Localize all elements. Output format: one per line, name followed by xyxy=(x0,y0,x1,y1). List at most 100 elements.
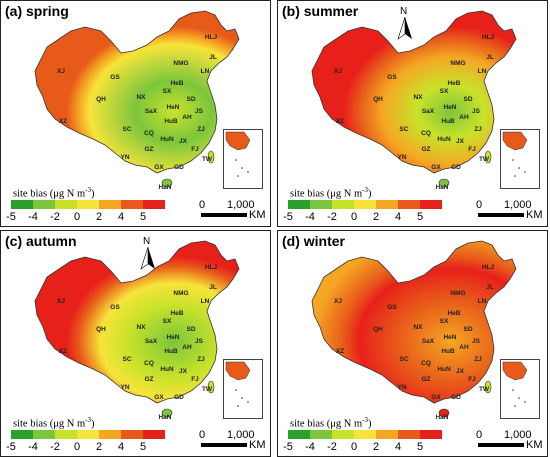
legend-swatch xyxy=(33,430,55,439)
hainan-island xyxy=(161,408,173,418)
legend-tick-label: 2 xyxy=(372,211,380,223)
taiwan-island xyxy=(484,380,492,394)
province-label-sd: SD xyxy=(463,96,472,103)
province-label-jl: JL xyxy=(486,284,494,291)
province-label-ln: LN xyxy=(478,68,487,75)
province-label-nx: NX xyxy=(413,324,423,331)
scale-distance-label: 1,000 xyxy=(227,429,255,441)
legend-swatch xyxy=(143,200,165,209)
province-label-nx: NX xyxy=(136,94,146,101)
province-label-han: HaN xyxy=(158,414,171,421)
scale-unit-label: KM xyxy=(249,209,266,221)
province-label-zj: ZJ xyxy=(474,126,482,133)
panel-summer: HLJ JL LN NMG XJ GS QH XZ NX SX HeB SD HeN SaX HuB AH JS… xyxy=(277,0,548,227)
scale-unit-label: KM xyxy=(249,439,266,451)
legend-tick-label: 4 xyxy=(394,211,402,223)
province-label-cq: CQ xyxy=(421,130,431,137)
province-label-cq: CQ xyxy=(144,360,154,367)
province-label-xj: XJ xyxy=(334,298,342,305)
province-label-hub: HuB xyxy=(441,348,455,355)
legend-tick-label: 0 xyxy=(73,211,81,223)
province-label-zj: ZJ xyxy=(474,356,482,363)
legend-tick-label: -2 xyxy=(50,211,60,223)
legend-tick-label: -5 xyxy=(283,211,293,223)
province-label-gz: GZ xyxy=(144,146,153,153)
province-label-fj: FJ xyxy=(191,376,199,383)
legend-swatch xyxy=(354,200,376,209)
legend-tick-label: -2 xyxy=(327,211,337,223)
legend-swatch xyxy=(11,430,33,439)
scale-unit-label: KM xyxy=(526,209,543,221)
province-label-gz: GZ xyxy=(144,376,153,383)
legend-swatch xyxy=(77,430,99,439)
province-label-cq: CQ xyxy=(421,360,431,367)
province-label-hun: HuN xyxy=(437,136,451,143)
province-label-sax: SaX xyxy=(422,108,435,115)
legend-tick-label: 0 xyxy=(350,441,358,453)
province-label-sx: SX xyxy=(440,318,449,325)
province-label-ln: LN xyxy=(478,298,487,305)
province-label-qh: QH xyxy=(96,96,106,103)
province-label-gd: GD xyxy=(174,394,184,401)
province-label-zj: ZJ xyxy=(197,126,205,133)
province-label-hub: HuB xyxy=(164,348,178,355)
province-label-yn: YN xyxy=(397,154,406,161)
legend-ticks: -5 -4 -2 0 2 4 5 xyxy=(278,441,547,455)
province-label-sc: SC xyxy=(122,126,131,133)
province-label-sd: SD xyxy=(186,96,195,103)
province-label-gx: GX xyxy=(154,394,164,401)
panel-autumn: HLJ JL LN NMG XJ GS QH XZ NX SX HeB SD HeN SaX HuB AH JS… xyxy=(0,230,271,457)
province-label-nmg: NMG xyxy=(173,60,188,67)
south-china-sea-inset xyxy=(500,359,540,419)
province-label-qh: QH xyxy=(373,96,383,103)
province-label-qh: QH xyxy=(373,326,383,333)
legend-colorbar xyxy=(11,430,165,439)
province-label-heb: HeB xyxy=(170,80,183,87)
legend-title: site bias (μg N m-3) xyxy=(13,416,95,430)
province-label-fj: FJ xyxy=(468,376,476,383)
scale-unit-label: KM xyxy=(526,439,543,451)
province-label-js: JS xyxy=(472,338,481,345)
legend-tick-label: -5 xyxy=(6,441,16,453)
province-label-gz: GZ xyxy=(421,146,430,153)
province-label-jx: JX xyxy=(456,138,465,145)
legend-tick-label: -4 xyxy=(28,441,38,453)
province-label-gd: GD xyxy=(451,394,461,401)
province-label-gs: GS xyxy=(110,74,120,81)
province-label-gs: GS xyxy=(387,74,397,81)
legend-ticks: -5 -4 -2 0 2 4 5 xyxy=(1,441,270,455)
legend-tick-label: 0 xyxy=(73,441,81,453)
province-label-sax: SaX xyxy=(422,338,435,345)
legend-swatch xyxy=(99,200,121,209)
legend-swatch xyxy=(121,430,143,439)
legend-tick-label: -2 xyxy=(50,441,60,453)
scale-bar xyxy=(478,213,524,217)
province-label-nmg: NMG xyxy=(450,60,465,67)
province-label-sx: SX xyxy=(163,88,172,95)
legend-swatch xyxy=(310,200,332,209)
legend-title: site bias (μg N m-3) xyxy=(290,416,372,430)
legend-tick-label: 5 xyxy=(139,441,147,453)
scale-distance-label: 1,000 xyxy=(504,429,532,441)
province-label-jx: JX xyxy=(456,368,465,375)
province-label-hub: HuB xyxy=(441,118,455,125)
panel-title: (b) summer xyxy=(282,3,359,19)
legend-colorbar xyxy=(11,200,165,209)
legend-tick-label: 5 xyxy=(139,211,147,223)
legend-swatch xyxy=(420,200,442,209)
province-label-xj: XJ xyxy=(57,68,65,75)
province-label-sd: SD xyxy=(186,326,195,333)
province-label-fj: FJ xyxy=(468,146,476,153)
panel-spring: HLJ JL LN NMG XJ GS QH XZ NX SX HeB SD HeN SaX HuB AH JS… xyxy=(0,0,271,227)
north-label: N xyxy=(400,6,408,17)
china-outline xyxy=(34,240,240,404)
province-label-xj: XJ xyxy=(57,298,65,305)
legend-swatch xyxy=(121,200,143,209)
province-label-sx: SX xyxy=(163,318,172,325)
province-label-gz: GZ xyxy=(421,376,430,383)
scale-zero-label: 0 xyxy=(199,199,206,211)
legend-colorbar xyxy=(288,200,442,209)
province-label-nmg: NMG xyxy=(173,290,188,297)
legend-tick-label: 5 xyxy=(416,211,424,223)
